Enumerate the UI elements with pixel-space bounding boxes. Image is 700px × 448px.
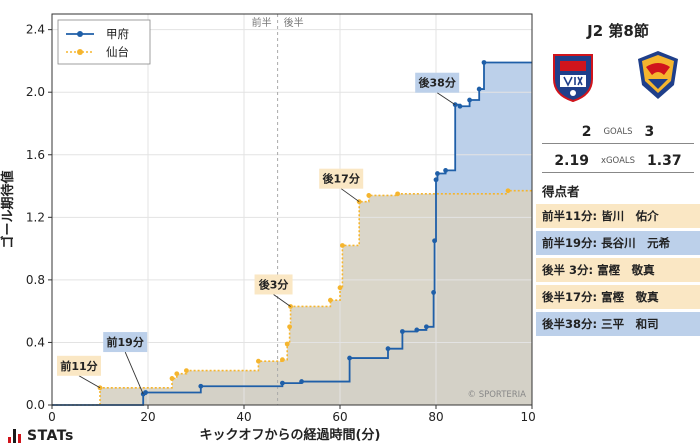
away-point [328,297,333,303]
y-tick-label: 2.4 [26,23,45,37]
halftime-label-first: 前半 [252,16,272,29]
home-point [435,171,440,176]
y-axis-label: ゴール期待値 [0,170,16,248]
home-point [431,289,436,295]
scorer-row: 後半17分: 富樫 敬真 [536,285,700,309]
goal-callout-line [436,92,456,106]
scorer-row: 前半11分: 皆川 佑介 [536,204,700,228]
home-point [414,327,420,333]
match-title: J2 第8節 [587,22,649,40]
home-point [432,238,437,244]
home-point [433,177,439,183]
home-point [424,324,429,330]
halftime-label-second: 後半 [284,16,304,29]
goal-callout-line [273,294,291,307]
home-point [457,103,463,109]
away-point [395,191,400,197]
scorer-row: 後半 3分: 富樫 敬真 [536,258,700,282]
away-point [287,324,292,330]
scorer-row: 後半38分: 三平 和司 [536,312,700,336]
kofu-crest-icon [553,54,593,103]
legend-home-marker [77,31,83,37]
away-point [184,368,189,373]
goal-callout-box [254,274,293,295]
away-point [174,371,180,377]
legend-away-label: 仙台 [106,45,129,59]
y-tick-label: 0.4 [26,335,45,349]
goals-label: GOALS [603,127,633,137]
x-axis-label: キックオフからの経過時間(分) [200,427,381,443]
goal-callout-box [415,72,460,93]
home-xg: 2.19 [554,153,589,169]
x-tick-label: 80 [428,410,443,424]
stats-brand: STATs [8,428,74,444]
x-tick-label: 0 [48,410,56,424]
legend-away-marker [77,49,83,55]
plot-frame [51,13,533,406]
goal-callout-box [57,355,101,376]
home-point [481,60,487,65]
watermark: © SPORTERIA [468,390,527,400]
y-tick-label: 1.2 [26,210,45,224]
goal-callout-label: 後38分 [419,76,456,90]
away-point [280,357,285,363]
away-score: 3 [644,124,655,140]
goal-callout-line [124,351,144,395]
y-tick-label: 2.0 [26,85,45,99]
away-point [169,376,175,381]
home-point [347,355,352,361]
goal-callout-line [340,188,360,203]
stats-logo-icon [8,429,22,443]
overlap-area [52,190,532,405]
goal-callout-label: 後3分 [259,277,289,291]
sendai-crest-icon [638,51,678,99]
goals-row: 2 GOALS 3 [542,121,694,144]
home-point [280,380,285,386]
home-point [400,329,405,334]
away-area [52,190,532,405]
team-logos [536,49,700,105]
y-tick-label: 1.6 [26,148,45,162]
goal-callout-box [319,168,364,189]
home-point [143,390,149,395]
xg-label: xGOALS [600,156,636,166]
away-xg: 1.37 [647,153,682,169]
goal-callout-label: 前19分 [107,335,144,349]
scorers-title: 得点者 [542,184,580,199]
away-point [340,243,345,248]
home-point [198,383,204,389]
away-point [256,358,261,364]
y-tick-label: 0.8 [26,273,45,287]
match-panel: J2 第8節 2 GOALS 3 2.19 xGOALS 1.37 得点者 前半… [536,18,700,339]
goal-callout-label: 前11分 [60,359,97,373]
legend-home-label: 甲府 [106,27,129,41]
goal-callout-line [78,375,101,389]
brand-text: STATs [27,428,74,444]
away-point [284,341,290,347]
home-point [385,346,391,352]
goal-callout-label: 後17分 [323,172,360,186]
away-point [366,193,372,198]
home-score: 2 [581,124,592,140]
x-tick-label: 40 [236,410,251,424]
legend-box [57,19,151,65]
goal-callout-box [103,332,148,353]
away-point [337,285,343,291]
x-tick-label: 60 [332,410,347,424]
y-tick-label: 0.0 [26,398,45,412]
home-point [443,168,448,173]
scorer-row: 前半19分: 長谷川 元希 [536,231,700,255]
x-tick-label: 100 [521,410,536,424]
x-tick-label: 20 [140,410,155,424]
xg-row: 2.19 xGOALS 1.37 [542,150,694,173]
away-point [505,188,511,194]
home-point [476,86,482,92]
home-point [467,97,472,103]
home-point [299,379,304,384]
